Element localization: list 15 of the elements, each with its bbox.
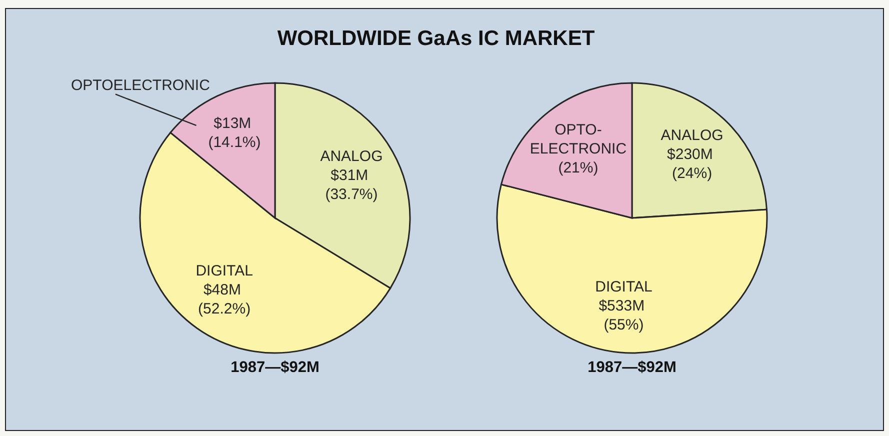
data-label: $13M (14.1%) [208,115,261,152]
data-label: $230M (24%) [667,146,718,182]
slice-label: ANALOG [660,127,724,144]
data-label: $533M (55%) [598,297,649,334]
slice-label: OPTO-ELECTRONIC [530,122,627,158]
slice-label: DIGITAL [196,262,253,280]
chart-title: WORLDWIDE GaAs IC MARKET [276,26,596,52]
data-label: $31M (33.7%) [325,167,378,204]
data-label: (21%) [558,160,598,177]
slice-label: ANALOG [320,148,383,166]
slice-label: OPTOELECTRONIC [71,77,210,94]
slice-label: DIGITAL [595,278,652,296]
text: 1987—$92M [230,358,320,378]
text: 1987—$92M [586,358,678,378]
data-label: $48M (52.2%) [198,282,251,318]
